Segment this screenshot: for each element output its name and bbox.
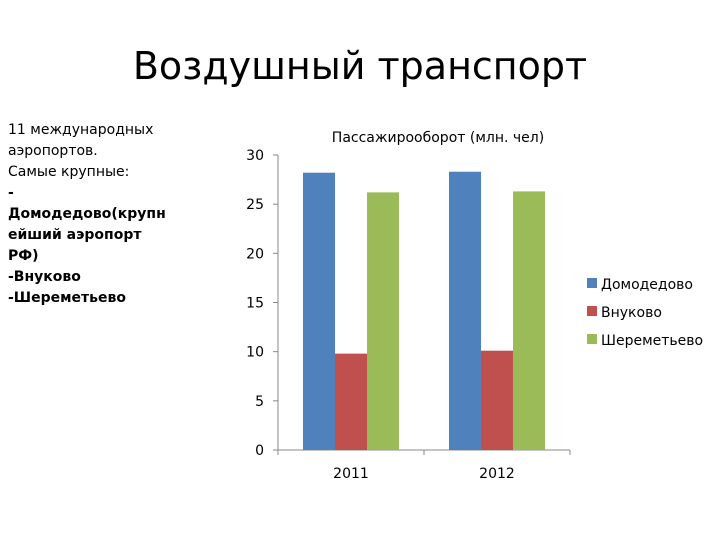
bullet-line: -Внуково <box>8 269 81 285</box>
bar <box>513 191 545 450</box>
y-tick-label: 10 <box>246 345 264 361</box>
bar <box>481 350 513 450</box>
x-tick-label: 2012 <box>479 466 515 482</box>
y-tick-label: 5 <box>255 394 264 410</box>
legend-label: Шереметьево <box>601 333 703 349</box>
x-tick-labels: 2011 2012 <box>277 450 571 482</box>
y-tick-label: 0 <box>255 443 264 459</box>
legend-swatch <box>587 306 597 316</box>
y-ticks: 0 5 10 15 20 25 30 <box>246 148 278 459</box>
legend: Домодедово Внуково Шереметьево <box>587 277 703 349</box>
legend-swatch <box>587 278 597 288</box>
bullet-line: 11 международных <box>8 122 154 138</box>
bullet-line: Домодедово(крупн <box>8 206 166 222</box>
bullet-line: Самые крупные: <box>8 164 130 180</box>
bullet-line: - <box>8 185 14 201</box>
bullet-list: 11 международных аэропортов. Самые крупные… <box>8 120 180 309</box>
chart-title: Пассажирооборот (млн. чел) <box>332 130 544 146</box>
bar <box>303 172 335 450</box>
bar <box>335 353 367 450</box>
y-tick-label: 20 <box>246 246 264 262</box>
y-tick-label: 25 <box>246 197 264 213</box>
legend-label: Внуково <box>601 305 662 321</box>
bar <box>449 171 481 450</box>
y-tick-label: 30 <box>246 148 264 164</box>
bar <box>367 192 399 450</box>
x-tick-label: 2011 <box>333 466 369 482</box>
bullet-line: ейший аэропорт <box>8 227 142 243</box>
bullet-line: аэропортов. <box>8 143 98 159</box>
bullet-line: РФ) <box>8 248 39 264</box>
legend-swatch <box>587 334 597 344</box>
bullet-line: -Шереметьево <box>8 290 126 306</box>
y-tick-label: 15 <box>246 296 264 312</box>
legend-label: Домодедово <box>601 277 693 293</box>
bars <box>303 171 545 450</box>
slide-title: Воздушный транспорт <box>132 44 588 88</box>
